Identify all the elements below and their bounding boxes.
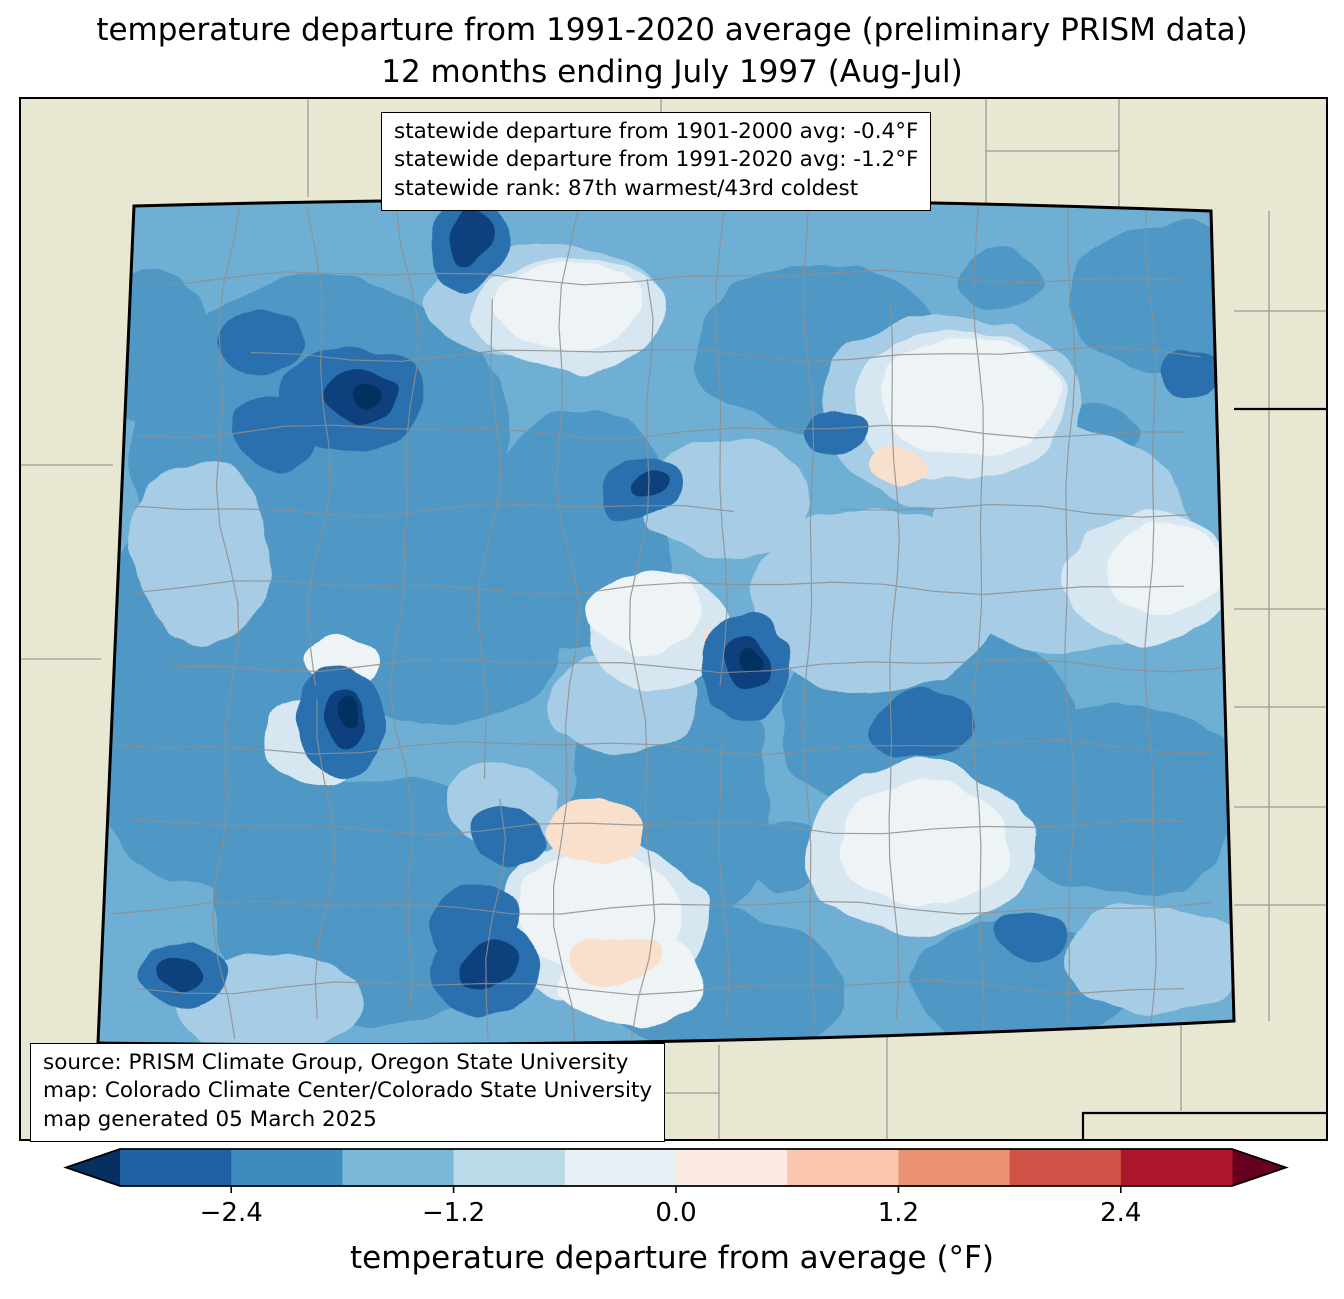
anomaly-patch [883, 336, 1059, 452]
colorbar-axis-label: temperature departure from average (°F) [350, 1240, 994, 1276]
anomaly-patch [462, 942, 520, 988]
anomaly-patch [550, 798, 642, 864]
anomaly-patch [995, 909, 1067, 961]
anomaly-patch [1161, 352, 1225, 398]
anomaly-patch [450, 209, 488, 261]
colorado-anomaly-map [21, 99, 1326, 1139]
anomaly-patch [873, 445, 933, 483]
colorbar-outline [63, 1148, 1289, 1187]
anomaly-patches [98, 199, 1234, 1045]
colorbar-tick-label: 0.0 [655, 1198, 697, 1228]
colorbar-segment [898, 1149, 1011, 1186]
anomaly-patch [996, 704, 1234, 894]
anomaly-patch [874, 691, 978, 763]
colorbar-extend-arrow [1232, 1149, 1286, 1186]
colorbar-segment [676, 1149, 788, 1186]
anomaly-patch [805, 408, 869, 454]
county-boundaries [110, 205, 1222, 1045]
colorbar-tick-label: −1.2 [422, 1198, 486, 1228]
figure-title-line1: temperature departure from 1991-2020 ave… [96, 12, 1248, 48]
figure-title-line2: 12 months ending July 1997 (Aug-Jul) [381, 54, 963, 90]
anomaly-patch [956, 251, 1046, 307]
colorbar-segment [1120, 1149, 1233, 1186]
colorbar-tick-label: −2.4 [199, 1198, 263, 1228]
colorbar-tick-label: 1.2 [877, 1198, 920, 1228]
anomaly-patch [586, 574, 696, 654]
anomaly-patch [219, 309, 303, 373]
anomaly-patch [1108, 527, 1224, 611]
stats-box: statewide departure from 1901-2000 avg: … [381, 112, 932, 212]
colorbar-segment [342, 1149, 455, 1186]
colorbar-segment [231, 1149, 343, 1186]
anomaly-patch [838, 782, 1014, 906]
colorbar-segment [564, 1149, 677, 1186]
anomaly-patch [736, 827, 826, 891]
map-panel: statewide departure from 1901-2000 avg: … [19, 97, 1328, 1143]
anomaly-patch [337, 696, 357, 726]
neighbor-state-borders [1081, 407, 1326, 1139]
colorbar-segment [453, 1149, 566, 1186]
stats-line: statewide departure from 1901-2000 avg: … [394, 119, 919, 144]
anomaly-patch [743, 641, 765, 671]
stats-line: statewide departure from 1991-2020 avg: … [394, 147, 919, 173]
anomaly-patch [494, 259, 638, 349]
anomaly-patch [131, 464, 271, 644]
source-box: source: PRISM Climate Group, Oregon Stat… [30, 1043, 666, 1143]
colorbar-tick-label: 2.4 [1100, 1198, 1142, 1228]
source-line: map: Colorado Climate Center/Colorado St… [43, 1078, 653, 1104]
colorbar-segment [120, 1149, 232, 1186]
source-line: source: PRISM Climate Group, Oregon Stat… [43, 1050, 629, 1075]
colorbar [63, 1148, 1289, 1193]
anomaly-patch [571, 934, 655, 988]
source-line: map generated 05 March 2025 [43, 1106, 377, 1132]
anomaly-patch [158, 957, 210, 989]
colorbar-extend-arrow [66, 1149, 120, 1186]
anomaly-patch [351, 384, 381, 406]
colorbar-segment [1009, 1149, 1122, 1186]
colorbar-segment [787, 1149, 899, 1186]
anomaly-patch [641, 439, 811, 559]
anomaly-patch [477, 806, 549, 864]
stats-line: statewide rank: 87th warmest/43rd coldes… [394, 175, 859, 201]
anomaly-patch [225, 395, 317, 467]
